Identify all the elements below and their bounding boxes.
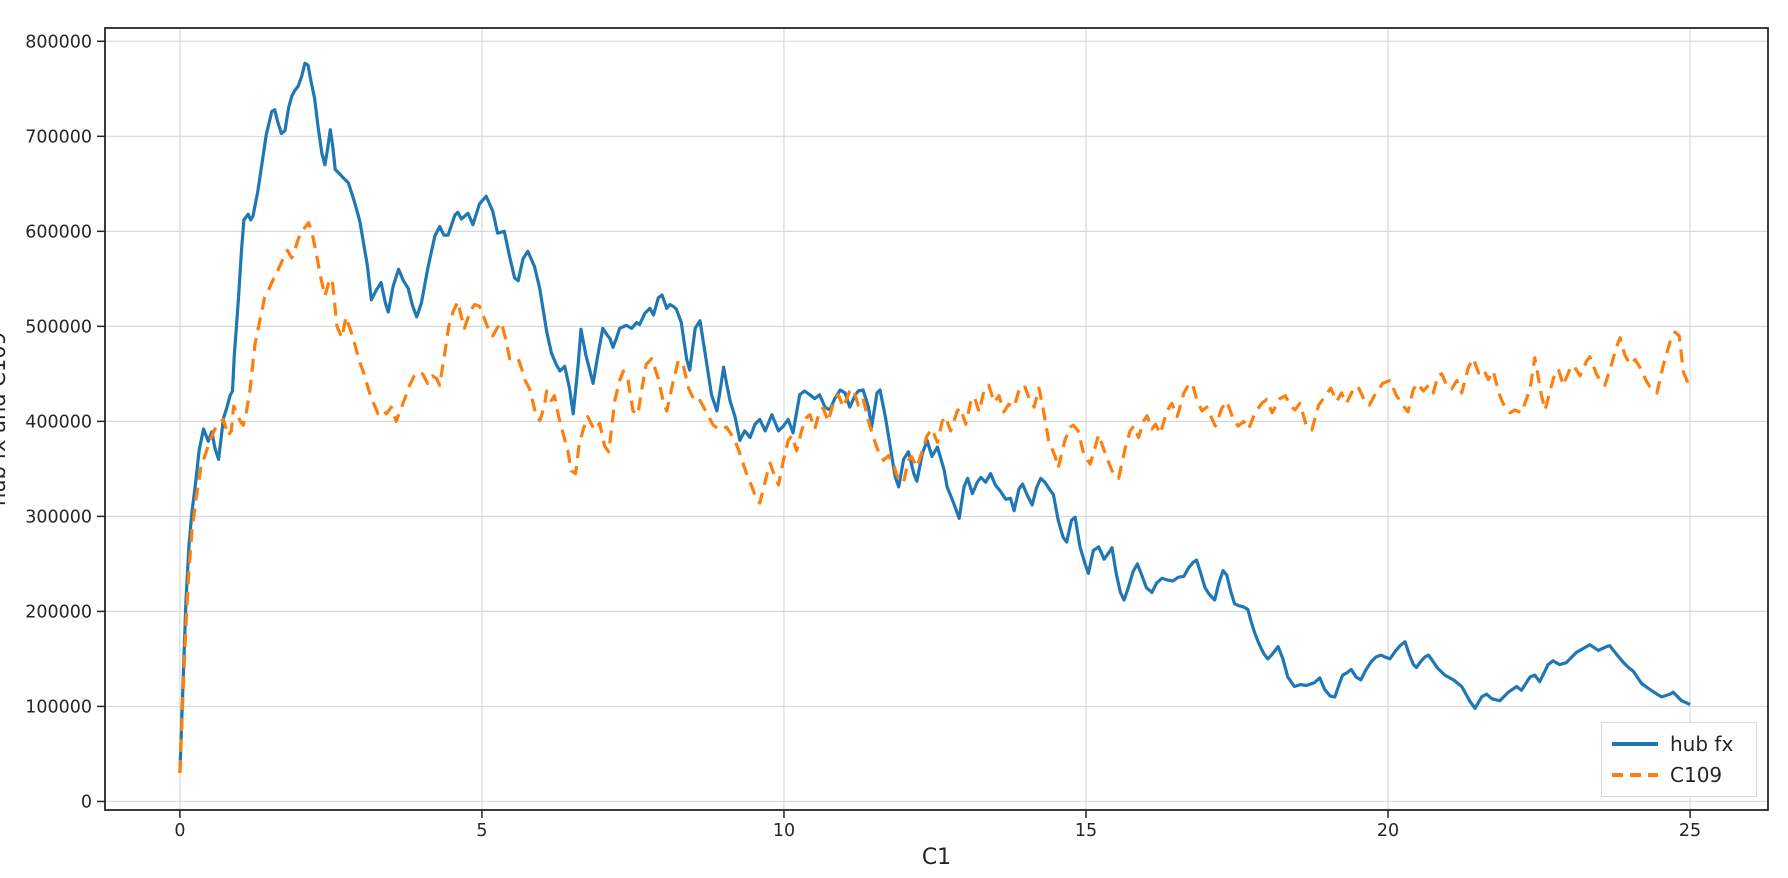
svg-text:300000: 300000 — [25, 507, 92, 527]
svg-text:600000: 600000 — [25, 222, 92, 242]
svg-text:5: 5 — [476, 821, 487, 841]
svg-text:25: 25 — [1679, 821, 1701, 841]
legend-line-sample-c109-icon — [1612, 772, 1658, 777]
svg-text:400000: 400000 — [25, 412, 92, 432]
svg-text:20: 20 — [1377, 821, 1399, 841]
svg-text:0: 0 — [81, 792, 92, 812]
legend-label-c109: C109 — [1670, 762, 1723, 787]
svg-text:100000: 100000 — [25, 697, 92, 717]
legend: hub fx C109 — [1601, 722, 1757, 797]
svg-text:200000: 200000 — [25, 602, 92, 622]
svg-text:700000: 700000 — [25, 127, 92, 147]
legend-line-sample-hub-fx-icon — [1612, 742, 1658, 747]
svg-text:10: 10 — [773, 821, 795, 841]
svg-text:0: 0 — [174, 821, 185, 841]
legend-item: C109 — [1612, 764, 1746, 786]
svg-text:15: 15 — [1075, 821, 1097, 841]
svg-text:800000: 800000 — [25, 32, 92, 52]
legend-label-hub-fx: hub fx — [1670, 732, 1734, 757]
legend-item: hub fx — [1612, 733, 1746, 755]
svg-text:500000: 500000 — [25, 317, 92, 337]
y-axis-title: hub fx and C109 — [0, 331, 10, 507]
x-axis-title: C1 — [921, 845, 952, 870]
